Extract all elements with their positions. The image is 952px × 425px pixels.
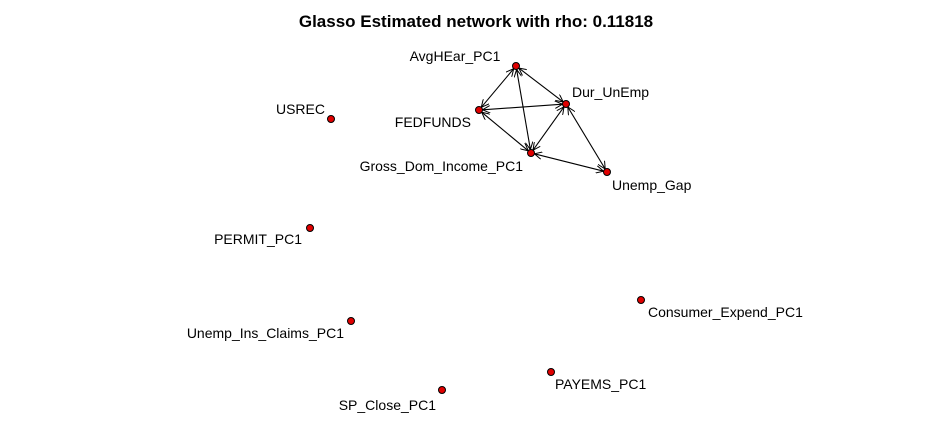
node-label-SP_Close_PC1: SP_Close_PC1 bbox=[339, 397, 436, 413]
edge-AvgHEar_PC1-Dur_UnEmp bbox=[519, 68, 563, 102]
node-label-FEDFUNDS: FEDFUNDS bbox=[395, 114, 471, 130]
nodes-group bbox=[306, 62, 645, 394]
node-Unemp_Ins_Claims_PC1 bbox=[347, 317, 355, 325]
node-label-USREC: USREC bbox=[276, 101, 325, 117]
labels-group: AvgHEar_PC1 Dur_UnEmp FEDFUNDS Gross_Dom_In… bbox=[187, 48, 803, 413]
node-label-PERMIT_PC1: PERMIT_PC1 bbox=[214, 231, 302, 247]
node-FEDFUNDS bbox=[475, 106, 483, 114]
edge-Dur_UnEmp-Unemp_Gap bbox=[568, 107, 605, 169]
node-label-Gross_Dom_Income_PC1: Gross_Dom_Income_PC1 bbox=[360, 158, 524, 174]
node-PERMIT_PC1 bbox=[306, 224, 314, 232]
node-Gross_Dom_Income_PC1 bbox=[527, 149, 535, 157]
edge-FEDFUNDS-Gross_Dom_Income_PC1 bbox=[482, 112, 529, 151]
node-label-Consumer_Expend_PC1: Consumer_Expend_PC1 bbox=[648, 304, 803, 320]
edge-AvgHEar_PC1-Gross_Dom_Income_PC1 bbox=[517, 69, 531, 149]
edge-FEDFUNDS-Dur_UnEmp bbox=[483, 104, 563, 110]
diagram-title: Glasso Estimated network with rho: 0.118… bbox=[299, 12, 653, 31]
node-PAYEMS_PC1 bbox=[547, 368, 555, 376]
node-SP_Close_PC1 bbox=[438, 386, 446, 394]
node-AvgHEar_PC1 bbox=[512, 62, 520, 70]
edges-group bbox=[481, 68, 605, 171]
edge-Dur_UnEmp-Gross_Dom_Income_PC1 bbox=[533, 107, 564, 150]
node-label-Unemp_Ins_Claims_PC1: Unemp_Ins_Claims_PC1 bbox=[187, 325, 344, 341]
node-Dur_UnEmp bbox=[562, 100, 570, 108]
node-label-Unemp_Gap: Unemp_Gap bbox=[612, 177, 692, 193]
node-label-PAYEMS_PC1: PAYEMS_PC1 bbox=[555, 376, 647, 392]
node-Consumer_Expend_PC1 bbox=[637, 296, 645, 304]
node-label-Dur_UnEmp: Dur_UnEmp bbox=[572, 84, 649, 100]
edge-Gross_Dom_Income_PC1-Unemp_Gap bbox=[534, 154, 603, 171]
node-Unemp_Gap bbox=[603, 168, 611, 176]
node-USREC bbox=[327, 115, 335, 123]
node-label-AvgHEar_PC1: AvgHEar_PC1 bbox=[410, 48, 501, 64]
edge-AvgHEar_PC1-FEDFUNDS bbox=[481, 69, 513, 108]
